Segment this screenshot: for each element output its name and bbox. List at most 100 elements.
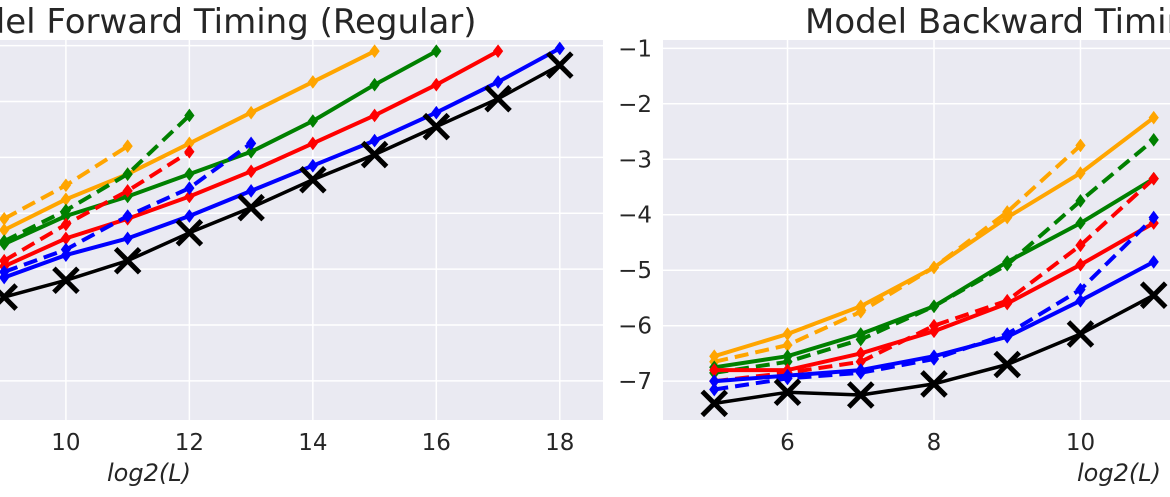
data-point-diamond-marker: [928, 318, 940, 333]
data-point-diamond-marker: [431, 44, 442, 59]
data-point-x-marker: [920, 370, 948, 398]
data-point-diamond-marker: [1002, 257, 1013, 272]
data-point-diamond-marker: [1002, 327, 1013, 341]
y-tick-label: −3: [618, 147, 652, 173]
data-point-diamond-marker: [307, 136, 318, 151]
data-point-diamond-marker: [369, 108, 380, 123]
data-point-diamond-marker: [492, 44, 504, 59]
chart-forward-timing: 10 12 14 16 18 Model Forward Timing (Regular…: [0, 2, 603, 487]
series-line: [713, 143, 1082, 364]
data-point-diamond-marker: [307, 75, 318, 89]
data-point-diamond-marker: [307, 114, 318, 128]
data-point-diamond-marker: [1075, 166, 1086, 180]
data-point-diamond-marker: [855, 332, 866, 347]
data-point-diamond-marker: [1075, 293, 1086, 308]
data-point-x-marker: [299, 165, 327, 194]
data-point-diamond-marker: [1002, 293, 1013, 308]
data-point-diamond-marker: [369, 77, 380, 92]
data-point-diamond-marker: [709, 382, 720, 397]
series-line: [3, 49, 438, 246]
x-tick-label: 10: [1066, 430, 1095, 456]
data-point-diamond-marker: [855, 366, 866, 380]
data-point-diamond-marker: [1148, 133, 1159, 147]
data-point-diamond-marker: [122, 184, 133, 198]
data-point-x-marker: [993, 350, 1021, 379]
data-point-diamond-marker: [431, 105, 442, 120]
x-tick-label: 14: [298, 430, 327, 456]
data-point-x-marker: [700, 389, 729, 418]
series-7: [0, 136, 257, 279]
data-point-diamond-marker: [60, 203, 72, 218]
data-point-x-marker: [52, 266, 80, 295]
data-point-diamond-marker: [855, 304, 866, 319]
x-tick-label: 18: [545, 430, 574, 456]
x-axis-label-text: log2(L): [1077, 459, 1161, 487]
series-3: [0, 108, 195, 249]
data-point-diamond-marker: [928, 352, 940, 366]
data-point-diamond-marker: [1075, 216, 1086, 230]
series-7: [709, 210, 1159, 397]
chart-title: Model Backward Timing: [805, 2, 1170, 42]
y-tick-label: −5: [618, 258, 652, 284]
x-axis-label: log2(L): [1077, 459, 1161, 487]
data-point-diamond-marker: [184, 181, 195, 195]
data-point-diamond-marker: [245, 184, 257, 198]
y-tick-label: −7: [618, 369, 652, 395]
chart-title: Model Forward Timing (Regular): [0, 2, 477, 42]
x-tick-label: 10: [51, 430, 80, 456]
data-point-x-marker: [846, 381, 875, 409]
data-point-diamond-marker: [1075, 194, 1086, 208]
data-point-diamond-marker: [431, 77, 442, 92]
series-6: [0, 41, 565, 285]
data-point-diamond-marker: [369, 44, 380, 59]
data-point-diamond-marker: [1148, 110, 1159, 125]
data-point-x-marker: [422, 112, 451, 141]
data-point-diamond-marker: [1148, 171, 1159, 186]
x-axis-label: log2(L): [107, 459, 191, 487]
data-point-diamond-marker: [1075, 238, 1086, 253]
axis-ticks: 10 12 14 16 18: [51, 430, 574, 456]
x-tick-label: 8: [927, 430, 942, 456]
series-8: [0, 51, 574, 311]
data-point-diamond-marker: [1075, 282, 1086, 297]
x-axis-label-text: log2(L): [107, 459, 191, 487]
data-point-x-marker: [1139, 281, 1168, 309]
series-8: [700, 281, 1168, 418]
x-tick-label: 16: [422, 430, 451, 456]
data-point-x-marker: [546, 51, 574, 79]
axis-ticks: 6 8 10 −1 −2 −3 −4 −5 −6 −7: [618, 36, 1095, 456]
x-tick-label: 6: [780, 430, 795, 456]
data-point-x-marker: [113, 246, 142, 275]
data-point-diamond-marker: [492, 75, 504, 89]
data-point-diamond-marker: [184, 209, 195, 223]
data-point-diamond-marker: [60, 178, 72, 193]
data-point-diamond-marker: [1002, 205, 1013, 219]
data-point-diamond-marker: [307, 158, 318, 173]
data-point-diamond-marker: [554, 41, 565, 56]
data-point-diamond-marker: [0, 211, 10, 226]
data-point-diamond-marker: [245, 105, 257, 120]
data-point-diamond-marker: [782, 371, 793, 386]
data-point-diamond-marker: [60, 217, 72, 232]
data-point-diamond-marker: [928, 299, 940, 314]
data-point-x-marker: [175, 219, 204, 247]
series-line: [3, 113, 191, 243]
data-point-diamond-marker: [0, 265, 10, 279]
data-point-diamond-marker: [245, 144, 257, 159]
series-1: [0, 139, 133, 226]
data-point-diamond-marker: [184, 144, 195, 159]
data-point-x-marker: [484, 84, 512, 113]
data-point-diamond-marker: [1148, 255, 1159, 269]
data-point-diamond-marker: [1148, 210, 1159, 225]
y-tick-label: −1: [618, 36, 652, 62]
data-point-diamond-marker: [122, 167, 133, 181]
y-tick-label: −6: [618, 314, 652, 340]
data-point-diamond-marker: [122, 209, 133, 223]
series-2: [0, 44, 442, 251]
data-point-diamond-marker: [60, 242, 72, 257]
data-point-x-marker: [773, 378, 802, 407]
series-layer: [700, 110, 1168, 418]
data-point-x-marker: [360, 140, 389, 169]
data-point-x-marker: [237, 193, 265, 222]
